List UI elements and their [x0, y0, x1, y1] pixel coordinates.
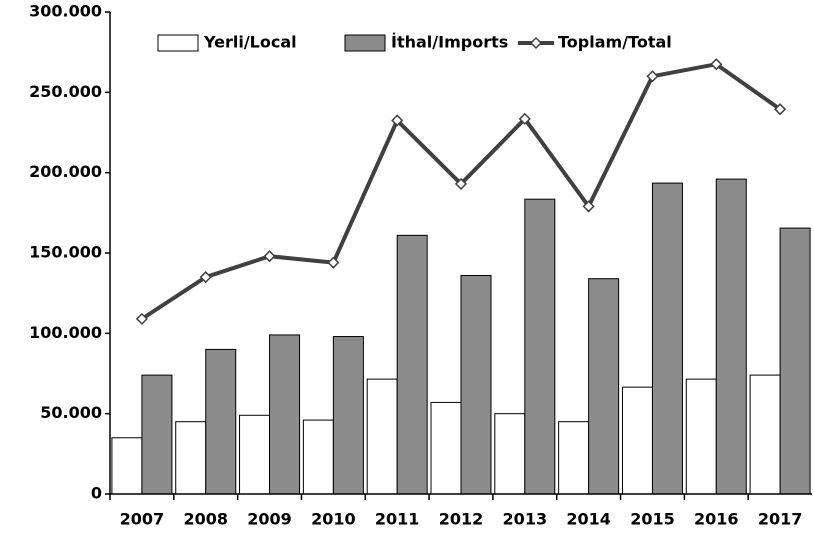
y-tick-label: 200.000	[29, 162, 102, 181]
bar	[396, 234, 428, 495]
legend-swatch	[344, 34, 386, 52]
bar	[749, 374, 781, 495]
marker	[135, 312, 148, 325]
x-tick-label: 2007	[120, 510, 165, 529]
bar	[332, 336, 364, 495]
legend: Yerli/Local İthal/Imports Toplam/Total	[150, 28, 706, 58]
bar	[430, 401, 462, 495]
legend-label: İthal/Imports	[391, 33, 508, 52]
marker	[263, 250, 276, 263]
y-tick-label: 0	[91, 484, 102, 503]
bar	[588, 278, 620, 495]
x-tick-label: 2010	[311, 510, 356, 529]
x-tick-label: 2009	[247, 510, 292, 529]
bar	[239, 414, 271, 495]
bar	[366, 378, 398, 495]
legend-marker	[529, 36, 543, 50]
bar	[558, 421, 590, 495]
bar	[524, 198, 556, 495]
legend-label: Yerli/Local	[203, 33, 297, 52]
y-tick-label: 150.000	[29, 243, 102, 262]
x-tick-label: 2016	[694, 510, 739, 529]
bar	[651, 182, 683, 495]
marker	[454, 177, 468, 190]
legend-label: Toplam/Total	[558, 33, 672, 52]
bar	[494, 413, 526, 495]
marker	[774, 103, 787, 116]
marker	[199, 271, 212, 284]
x-tick-label: 2011	[375, 510, 420, 529]
marker	[518, 112, 531, 125]
bar	[111, 437, 143, 495]
bar	[779, 227, 811, 495]
legend-swatch	[157, 34, 199, 52]
marker	[710, 58, 723, 71]
bar	[621, 386, 653, 495]
y-tick-label: 100.000	[29, 323, 102, 342]
y-tick-label: 250.000	[29, 82, 102, 101]
y-tick-label: 300.000	[29, 2, 102, 21]
x-tick-label: 2008	[183, 510, 228, 529]
bar	[302, 419, 334, 495]
bar	[685, 378, 717, 495]
x-tick-label: 2012	[439, 510, 484, 529]
bar	[141, 374, 173, 495]
bar	[460, 274, 492, 495]
marker	[646, 70, 659, 83]
bar	[175, 421, 207, 495]
x-tick-label: 2013	[503, 510, 548, 529]
marker	[391, 114, 404, 127]
x-tick-label: 2015	[630, 510, 675, 529]
marker	[582, 200, 595, 213]
y-tick-label: 50.000	[40, 403, 102, 422]
legend-box	[150, 28, 706, 58]
bar	[205, 348, 237, 495]
bar	[715, 178, 747, 495]
x-tick-label: 2014	[566, 510, 611, 529]
x-tick-label: 2017	[758, 510, 803, 529]
marker	[327, 256, 340, 269]
bar	[269, 334, 301, 495]
